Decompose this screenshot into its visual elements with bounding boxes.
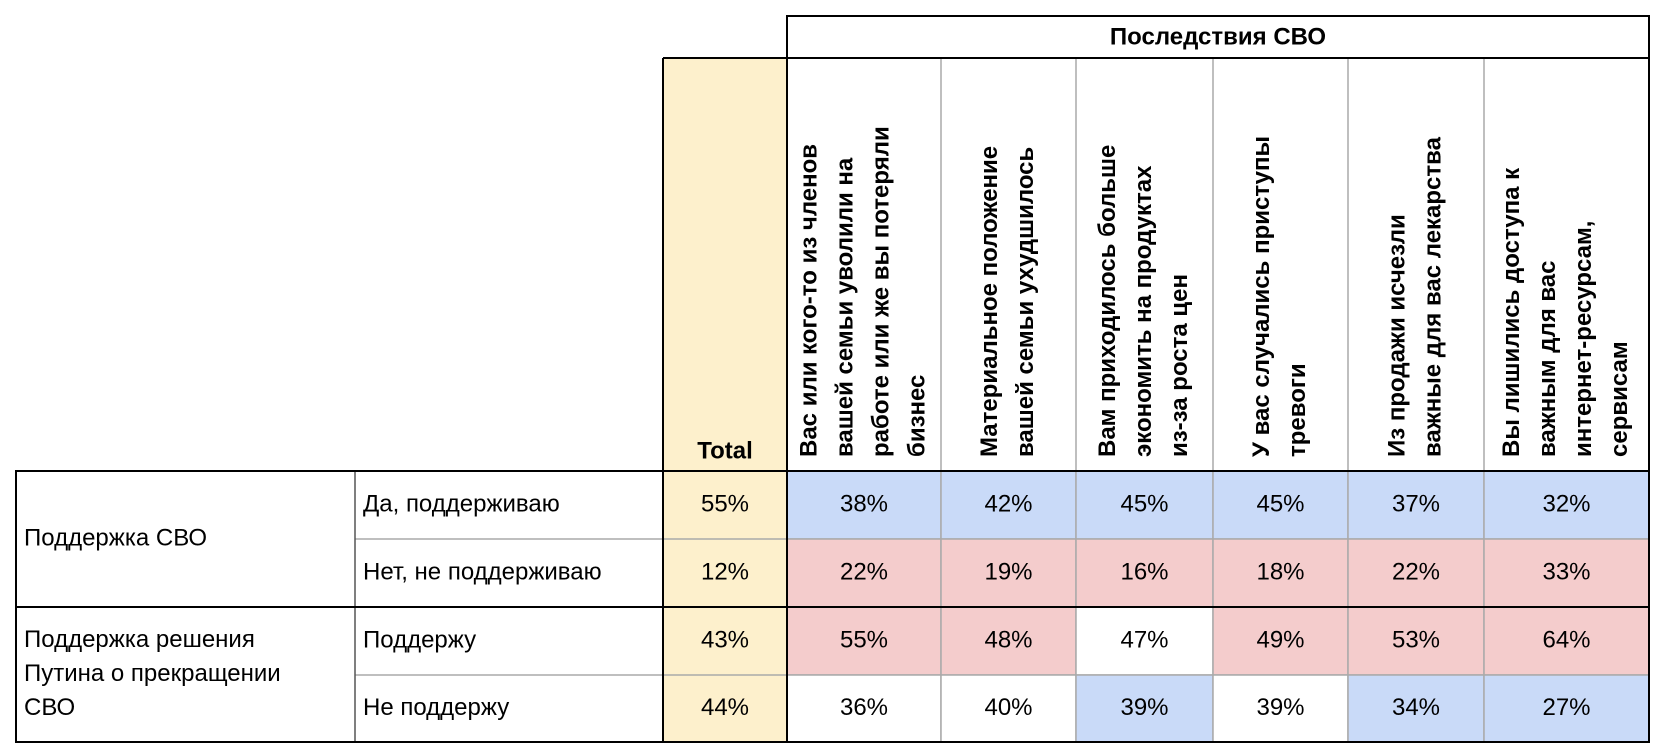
row-label: Не поддержу [363,694,509,721]
value-cell: 55% [840,626,888,653]
total-cell: 44% [701,694,749,721]
column-header: важные для вас лекарства [1419,136,1446,457]
total-label: Total [697,437,753,464]
column-header: из-за роста цен [1166,274,1193,457]
column-header: вашей семьи ухудшилось [1012,147,1039,457]
value-cell: 36% [840,694,888,721]
cell-bg [940,538,1077,608]
value-cell: 64% [1542,626,1590,653]
cell-bg [786,674,942,743]
value-cell: 38% [840,490,888,517]
value-cell: 48% [984,626,1032,653]
cell-bg [1075,538,1214,608]
cell-bg [1483,606,1650,676]
column-header: бизнес [903,375,930,457]
value-cell: 40% [984,694,1032,721]
total-column-bg [663,58,787,742]
header-title: Последствия СВО [1110,23,1326,50]
value-cell: 45% [1256,490,1304,517]
group-label: Поддержка решения [24,626,255,653]
value-cell: 16% [1120,558,1168,585]
value-cell: 47% [1120,626,1168,653]
column-header: Вас или кого-то из членов [795,144,822,457]
value-cell: 42% [984,490,1032,517]
value-cell: 32% [1542,490,1590,517]
cell-bg [1212,674,1349,743]
value-cell: 39% [1256,694,1304,721]
cell-bg [940,674,1077,743]
column-header: важным для вас [1534,261,1561,458]
row-label: Нет, не поддерживаю [363,558,602,585]
row-label: Да, поддерживаю [363,490,560,517]
value-cell: 49% [1256,626,1304,653]
column-header: Материальное положение [976,146,1003,457]
column-header: сервисам [1606,341,1633,457]
column-header: вашей семьи уволили на [831,157,858,457]
value-cell: 22% [840,558,888,585]
cell-bg [1212,538,1349,608]
column-header: Вы лишились доступа к [1498,167,1525,457]
body-box [15,470,1650,743]
value-cell: 19% [984,558,1032,585]
column-header: Из продажи исчезли [1383,214,1410,457]
value-cell: 22% [1392,558,1440,585]
row-label: Поддержу [363,626,476,653]
cell-bg [786,470,942,540]
value-cell: 34% [1392,694,1440,721]
value-cell: 37% [1392,490,1440,517]
group-label: Поддержка СВО [24,524,207,551]
column-header: работе или же вы потеряли [867,126,894,457]
column-header: Вам приходилось больше [1094,145,1121,457]
column-header: интернет-ресурсам, [1570,221,1597,457]
cell-bg [1483,674,1650,743]
header-box [786,15,1650,59]
group-label: Путина о прекращении [24,660,281,687]
value-cell: 33% [1542,558,1590,585]
column-header: тревоги [1284,363,1311,457]
total-cell: 55% [701,490,749,517]
cell-bg [1075,470,1214,540]
cell-bg [1483,538,1650,608]
total-cell: 43% [701,626,749,653]
column-header: У вас случались приступы [1248,136,1275,457]
column-header: экономить на продуктах [1130,165,1157,457]
value-cell: 39% [1120,694,1168,721]
value-cell: 45% [1120,490,1168,517]
value-cell: 27% [1542,694,1590,721]
group-label: СВО [24,694,75,721]
total-cell: 12% [701,558,749,585]
value-cell: 18% [1256,558,1304,585]
cell-bg [786,538,942,608]
value-cell: 53% [1392,626,1440,653]
